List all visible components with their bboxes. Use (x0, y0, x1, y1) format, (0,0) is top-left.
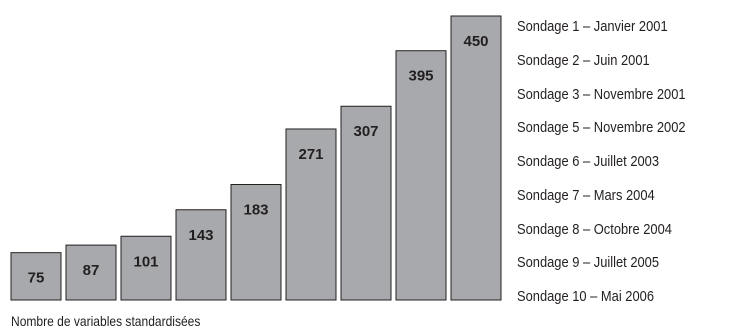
legend-item-5: Sondage 6 – Juillet 2003 (517, 153, 660, 170)
bar-value-label-9: 450 (463, 33, 488, 50)
bar-2 (65, 244, 117, 301)
x-axis-label: Nombre de variables standardisées (11, 313, 201, 329)
legend-item-8: Sondage 9 – Juillet 2005 (517, 254, 660, 272)
bar-9 (450, 15, 502, 301)
bar-value-label-4: 143 (188, 227, 213, 244)
legend-item-2: Sondage 2 – Juin 2001 (517, 51, 650, 69)
bar-7 (340, 105, 392, 301)
bar-value-label-5: 183 (243, 202, 268, 219)
bar-1 (10, 252, 62, 301)
legend-item-4: Sondage 5 – Novembre 2002 (517, 119, 686, 137)
bar-value-label-7: 307 (353, 123, 378, 140)
legend: Sondage 1 – Janvier 2001 Sondage 2 – Juin… (517, 10, 713, 314)
bar-value-label-6: 271 (298, 146, 323, 163)
bar-value-label-3: 101 (133, 253, 158, 270)
bar-8 (395, 50, 447, 301)
bar-value-label-8: 395 (408, 68, 433, 85)
bar-5 (230, 184, 282, 301)
bar-value-label-2: 87 (83, 262, 100, 279)
bar-6 (285, 128, 337, 301)
bar-3 (120, 235, 172, 301)
legend-item-6: Sondage 7 – Mars 2004 (517, 186, 655, 204)
legend-item-3: Sondage 3 – Novembre 2001 (517, 85, 686, 103)
bar-4 (175, 209, 227, 301)
bar-value-label-1: 75 (28, 270, 45, 287)
legend-item-1: Sondage 1 – Janvier 2001 (517, 18, 668, 35)
legend-item-7: Sondage 8 – Octobre 2004 (517, 220, 672, 238)
legend-item-9: Sondage 10 – Mai 2006 (517, 288, 654, 305)
